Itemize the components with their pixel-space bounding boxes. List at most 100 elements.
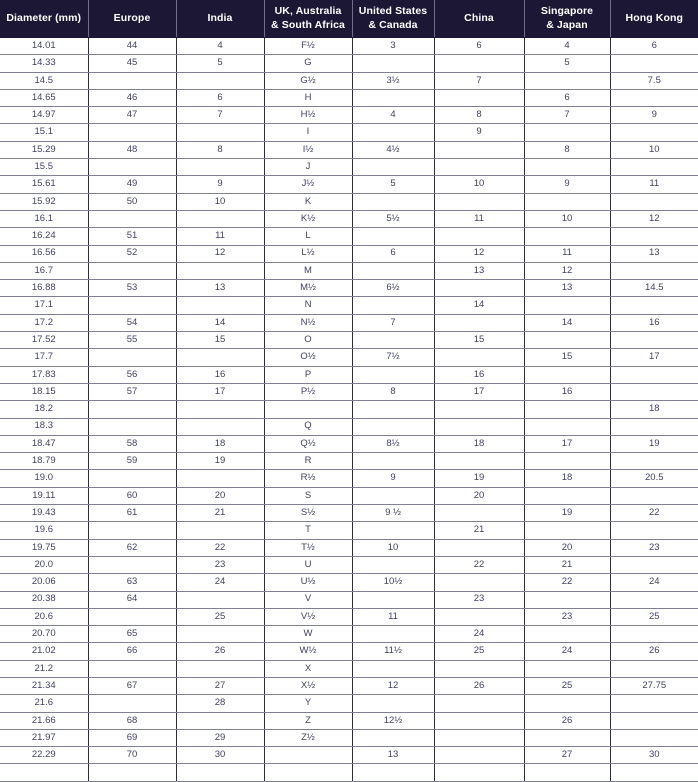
cell-diameter: 16.1 <box>0 210 89 229</box>
cell-singapore_japan <box>524 452 611 471</box>
cell-china <box>434 452 525 471</box>
cell-uk_australia_south_africa: J <box>264 158 353 177</box>
cell-united_states_canada <box>352 54 435 73</box>
column-header-line: Diameter (mm) <box>6 11 82 24</box>
cell-uk_australia_south_africa: S <box>264 487 353 506</box>
cell-diameter: 19.43 <box>0 504 89 523</box>
cell-uk_australia_south_africa: O <box>264 331 353 350</box>
table-row: 15.29 48 8 I½ 4½ 8 10 <box>0 141 698 160</box>
cell-hong_kong: 25 <box>610 608 698 627</box>
cell-singapore_japan <box>524 123 611 142</box>
column-header-line: Hong Kong <box>625 11 683 24</box>
cell-europe <box>88 123 177 142</box>
table-row: 16.7 M 13 12 <box>0 262 698 281</box>
cell-uk_australia_south_africa: N½ <box>264 314 353 333</box>
cell-united_states_canada: 7½ <box>352 348 435 367</box>
table-row: 19.43 61 21 S½ 9 ½ 19 22 <box>0 504 698 523</box>
table-row: 18.3 Q <box>0 418 698 436</box>
cell-hong_kong <box>610 54 698 73</box>
column-header-europe: Europe <box>88 0 177 38</box>
cell-diameter: 14.33 <box>0 54 89 73</box>
cell-hong_kong <box>610 193 698 211</box>
table-row: 22.29 70 30 13 27 30 <box>0 746 698 765</box>
cell-uk_australia_south_africa: N <box>264 296 353 315</box>
cell-hong_kong <box>610 625 698 644</box>
cell-united_states_canada <box>352 625 435 644</box>
cell-china <box>434 193 525 211</box>
cell-china: 25 <box>434 642 525 661</box>
cell-hong_kong <box>610 262 698 281</box>
cell-singapore_japan <box>524 400 611 419</box>
cell-europe <box>88 521 177 540</box>
cell-uk_australia_south_africa: T <box>264 521 353 540</box>
cell-china <box>434 608 525 627</box>
cell-hong_kong <box>610 366 698 384</box>
table-row: 14.5 G½ 3½ 7 7.5 <box>0 72 698 90</box>
cell-india: 14 <box>176 314 265 333</box>
table-row: 17.1 N 14 <box>0 296 698 315</box>
cell-singapore_japan <box>524 660 611 678</box>
cell-china <box>434 279 525 298</box>
cell-europe <box>88 296 177 315</box>
cell-hong_kong <box>610 158 698 177</box>
cell-china: 23 <box>434 591 525 609</box>
cell-diameter: 16.24 <box>0 227 89 246</box>
cell-europe: 69 <box>88 729 177 748</box>
cell-uk_australia_south_africa: V½ <box>264 608 353 627</box>
cell-europe: 67 <box>88 677 177 696</box>
cell-india: 28 <box>176 694 265 713</box>
cell-diameter: 19.6 <box>0 521 89 540</box>
cell-united_states_canada <box>352 660 435 678</box>
cell-europe: 49 <box>88 175 177 194</box>
cell-india <box>176 521 265 540</box>
cell-china: 20 <box>434 487 525 506</box>
cell-india <box>176 348 265 367</box>
cell-europe: 51 <box>88 227 177 246</box>
cell-hong_kong <box>610 521 698 540</box>
table-row: 19.0 R½ 9 19 18 20.5 <box>0 469 698 488</box>
cell-singapore_japan: 5 <box>524 54 611 73</box>
cell-diameter: 17.2 <box>0 314 89 333</box>
table-row: 17.2 54 14 N½ 7 14 16 <box>0 314 698 333</box>
cell-hong_kong: 6 <box>610 37 698 56</box>
cell-singapore_japan <box>524 296 611 315</box>
cell-diameter: 20.6 <box>0 608 89 627</box>
cell-uk_australia_south_africa: H <box>264 89 353 108</box>
cell-india: 9 <box>176 175 265 194</box>
cell-uk_australia_south_africa <box>264 746 353 765</box>
cell-uk_australia_south_africa: I <box>264 123 353 142</box>
cell-uk_australia_south_africa: G <box>264 54 353 73</box>
cell-hong_kong: 12 <box>610 210 698 229</box>
cell-singapore_japan: 7 <box>524 106 611 125</box>
cell-uk_australia_south_africa: W <box>264 625 353 644</box>
cell-diameter: 20.0 <box>0 556 89 575</box>
cell-india <box>176 210 265 229</box>
table-row <box>0 763 698 782</box>
cell-india <box>176 262 265 281</box>
cell-diameter: 14.01 <box>0 37 89 56</box>
table-row: 19.11 60 20 S 20 <box>0 487 698 506</box>
cell-europe <box>88 418 177 436</box>
cell-singapore_japan: 21 <box>524 556 611 575</box>
cell-singapore_japan: 17 <box>524 435 611 454</box>
cell-uk_australia_south_africa <box>264 400 353 419</box>
table-row: 21.97 69 29 Z½ <box>0 729 698 748</box>
cell-diameter: 15.29 <box>0 141 89 160</box>
cell-uk_australia_south_africa: U <box>264 556 353 575</box>
cell-hong_kong <box>610 331 698 350</box>
table-row: 17.83 56 16 P 16 <box>0 366 698 384</box>
cell-india: 10 <box>176 193 265 211</box>
cell-india <box>176 469 265 488</box>
table-row: 16.56 52 12 L½ 6 12 11 13 <box>0 245 698 263</box>
cell-china <box>434 694 525 713</box>
cell-united_states_canada: 13 <box>352 746 435 765</box>
cell-diameter: 22.29 <box>0 746 89 765</box>
cell-uk_australia_south_africa <box>264 763 353 782</box>
cell-india: 5 <box>176 54 265 73</box>
cell-europe <box>88 763 177 782</box>
column-header-china: China <box>434 0 525 38</box>
cell-singapore_japan <box>524 193 611 211</box>
cell-singapore_japan <box>524 521 611 540</box>
cell-india: 30 <box>176 746 265 765</box>
cell-europe: 65 <box>88 625 177 644</box>
